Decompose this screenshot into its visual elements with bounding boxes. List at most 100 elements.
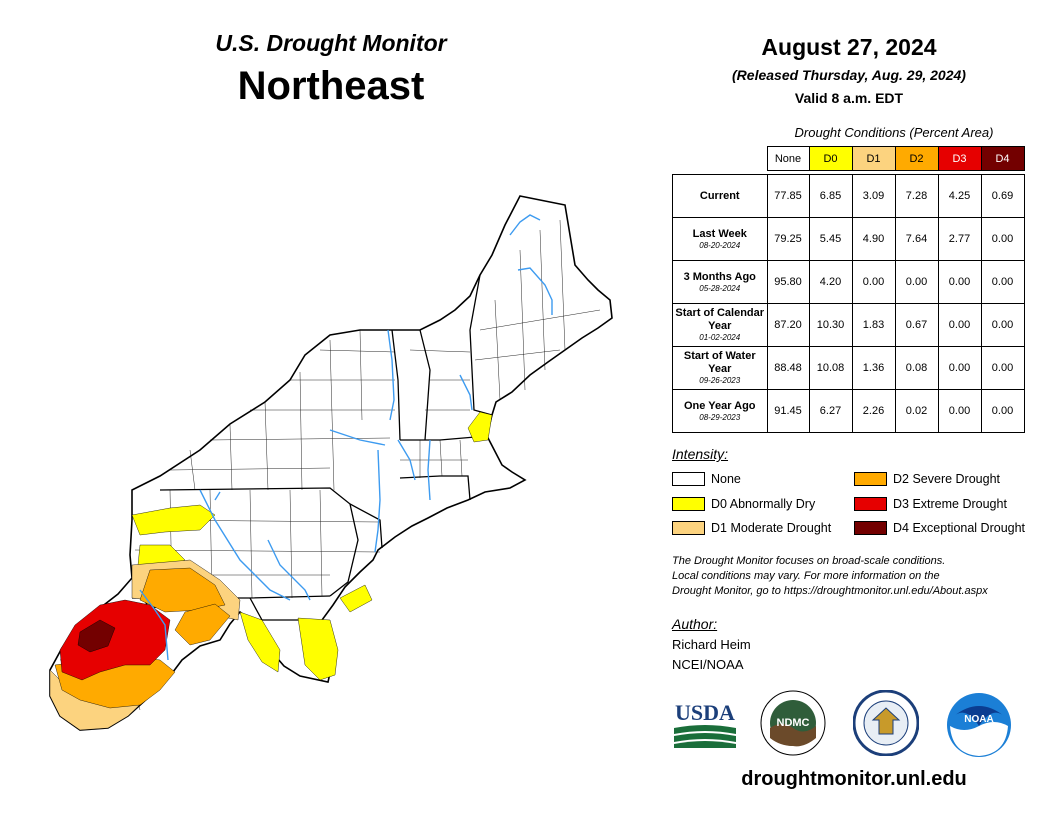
d0-area-delmarva <box>297 617 339 681</box>
table-cell: 4.25 <box>937 174 982 218</box>
row-date: 08-20-2024 <box>699 240 741 250</box>
table-cell: 0.02 <box>894 389 939 433</box>
row-label-text: Start of Water Year <box>683 350 756 375</box>
row-date: 09-26-2023 <box>699 376 741 385</box>
drought-areas <box>49 411 493 731</box>
valid-time: Valid 8 a.m. EDT <box>794 90 904 106</box>
table-cell: 1.36 <box>851 346 896 390</box>
table-cell: 79.25 <box>766 217 810 261</box>
legend-swatch <box>854 472 887 486</box>
table-cell: 0.00 <box>980 217 1025 261</box>
row-label-text: Last Week <box>692 227 747 240</box>
author-organization: NCEI/NOAA <box>672 657 744 672</box>
table-cell: 0.08 <box>894 346 939 390</box>
table-cell: 87.20 <box>766 303 810 347</box>
release-date: (Released Thursday, Aug. 29, 2024) <box>732 67 966 83</box>
table-cell: 6.27 <box>808 389 853 433</box>
row-label: Start of Calendar Year 01-02-2024 <box>672 303 768 347</box>
website-url[interactable]: droughtmonitor.unl.edu <box>741 768 967 790</box>
legend-item-d4: D4 Exceptional Drought <box>854 521 1025 535</box>
maine-border <box>469 274 493 416</box>
table-cell: 0.00 <box>851 260 896 304</box>
d3-area-wv <box>59 599 171 681</box>
table-cell: 10.30 <box>808 303 853 347</box>
table-cell: 6.85 <box>808 174 853 218</box>
table-cell: 0.00 <box>980 346 1025 390</box>
legend-label: D1 Moderate Drought <box>711 521 832 535</box>
d2-area-va-border <box>174 603 231 646</box>
col-header-none: None <box>766 146 810 171</box>
legend-item-d0: D0 Abnormally Dry <box>672 497 815 511</box>
legend-swatch <box>854 521 887 535</box>
rivers <box>139 214 553 661</box>
col-header-d2: D2 <box>894 146 939 171</box>
col-header-d4: D4 <box>980 146 1025 171</box>
d0-area-maine-coast <box>467 411 493 443</box>
table-cell: 0.00 <box>894 260 939 304</box>
usda-logo: USDA <box>674 700 736 748</box>
table-corner <box>673 147 768 171</box>
row-date: 05-28-2024 <box>699 283 741 293</box>
legend-swatch <box>672 521 705 535</box>
row-label-text: 3 Months Ago <box>683 270 756 283</box>
legend-item-d1: D1 Moderate Drought <box>672 521 831 535</box>
table-cell: 0.00 <box>980 303 1025 347</box>
row-label: Start of Water Year 09-26-2023 <box>672 346 768 390</box>
legend-item-d2: D2 Severe Drought <box>854 472 1000 486</box>
legend-label: None <box>711 472 741 486</box>
table-row: Start of Calendar Year 01-02-2024 87.20 10.… <box>672 303 1025 347</box>
table-cell: 7.64 <box>894 217 939 261</box>
table-cell: 2.26 <box>851 389 896 433</box>
table-cell: 0.67 <box>894 303 939 347</box>
table-cell: 0.69 <box>980 174 1025 218</box>
table-cell: 0.00 <box>980 260 1025 304</box>
table-cell: 0.00 <box>980 389 1025 433</box>
d4-area-wv <box>77 619 116 653</box>
table-cell: 91.45 <box>766 389 810 433</box>
map-date: August 27, 2024 <box>761 34 937 60</box>
table-cell: 3.09 <box>851 174 896 218</box>
row-label: One Year Ago 08-29-2023 <box>672 389 768 433</box>
disclaimer-note: The Drought Monitor focuses on broad-sca… <box>672 554 1052 599</box>
row-date: 08-29-2023 <box>699 412 741 422</box>
usda-logo-text: USDA <box>675 700 735 725</box>
table-row: Last Week 08-20-2024 79.25 5.45 4.90 7.64 2.77… <box>672 217 1025 261</box>
table-cell: 1.83 <box>851 303 896 347</box>
vt-nh-border <box>419 329 431 441</box>
table-cell: 4.90 <box>851 217 896 261</box>
row-label-text: Start of Calendar Year <box>675 307 765 332</box>
table-cell: 77.85 <box>766 174 810 218</box>
table-cell: 0.00 <box>937 260 982 304</box>
col-header-d0: D0 <box>808 146 853 171</box>
noaa-logo-text: NOAA <box>964 714 993 725</box>
table-cell: 0.00 <box>937 303 982 347</box>
note-line: Local conditions may vary. For more info… <box>672 570 940 582</box>
d0-area-md <box>239 611 281 673</box>
legend-label: D0 Abnormally Dry <box>711 497 816 511</box>
table-row: Current 77.85 6.85 3.09 7.28 4.25 0.69 <box>672 174 1025 218</box>
table-cell: 2.77 <box>937 217 982 261</box>
table-cell: 95.80 <box>766 260 810 304</box>
ny-vt-border <box>391 329 401 441</box>
northeast-drought-map <box>49 195 613 731</box>
legend-label: D2 Severe Drought <box>893 472 1001 486</box>
row-label: Current <box>672 174 768 218</box>
row-label-text: Current <box>699 189 740 202</box>
ndmc-logo: NDMC <box>760 690 826 756</box>
row-label-text: One Year Ago <box>683 399 756 412</box>
ndmc-logo-text: NDMC <box>777 717 810 729</box>
note-line[interactable]: Drought Monitor, go to https://droughtmo… <box>672 585 988 597</box>
legend-swatch <box>672 497 705 511</box>
table-cell: 88.48 <box>766 346 810 390</box>
author-heading: Author: <box>672 616 718 632</box>
table-row: 3 Months Ago 05-28-2024 95.80 4.20 0.00 0.00 0… <box>672 260 1025 304</box>
legend-label: D4 Exceptional Drought <box>893 521 1026 535</box>
table-row: One Year Ago 08-29-2023 91.45 6.27 2.26 0.02 0… <box>672 389 1025 433</box>
d0-area-nj <box>339 584 373 613</box>
table-cell: 10.08 <box>808 346 853 390</box>
row-label: 3 Months Ago 05-28-2024 <box>672 260 768 304</box>
legend-heading: Intensity: <box>672 446 729 462</box>
table-cell: 7.28 <box>894 174 939 218</box>
row-date: 01-02-2024 <box>699 333 741 342</box>
table-row: Start of Water Year 09-26-2023 88.48 10.08 1… <box>672 346 1025 390</box>
